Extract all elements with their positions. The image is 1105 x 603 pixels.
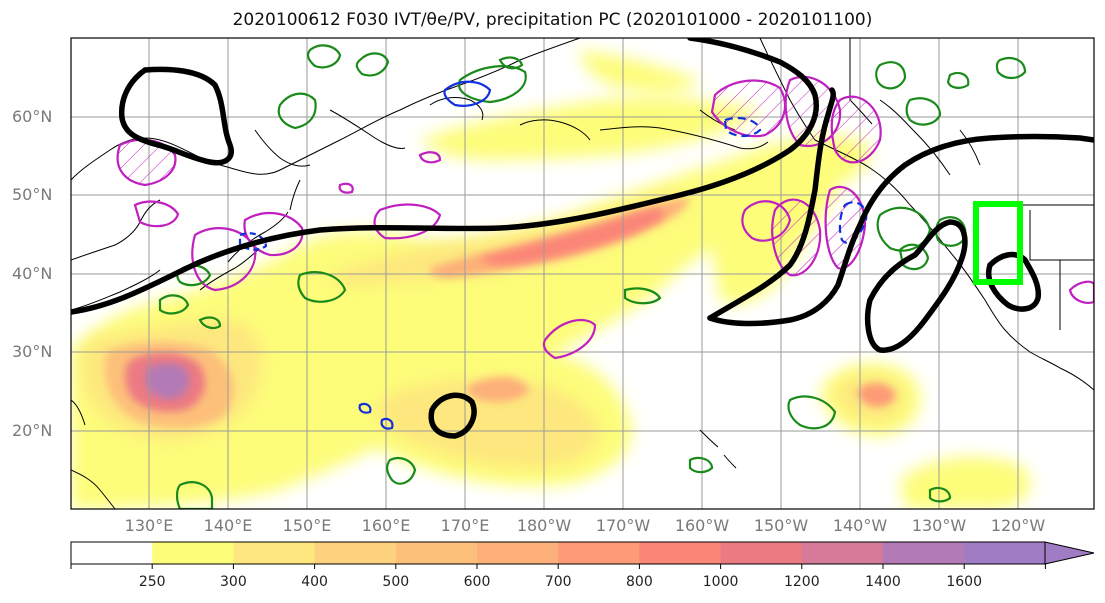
colorbar-cell bbox=[477, 542, 559, 564]
lat-label-50n: 50°N bbox=[12, 185, 53, 204]
pv-hatched-regions bbox=[116, 75, 882, 277]
colorbar-tick-label: 250 bbox=[138, 574, 166, 590]
map-frame bbox=[70, 37, 1095, 510]
colorbar-cell bbox=[314, 542, 397, 564]
colorbar-cell bbox=[558, 542, 640, 564]
colorbar-cell bbox=[152, 542, 234, 564]
colorbar-ticks bbox=[70, 564, 1046, 569]
colorbar-tick-label: 800 bbox=[626, 574, 653, 590]
lon-label-130e: 130°E bbox=[124, 516, 174, 535]
colorbar-cell bbox=[720, 542, 803, 564]
ivt-shading bbox=[71, 50, 1031, 509]
lon-label-160w: 160°W bbox=[674, 516, 730, 535]
lon-label-140w: 140°W bbox=[832, 516, 888, 535]
colorbar-cell bbox=[233, 542, 316, 564]
colorbar-cell bbox=[639, 542, 722, 564]
graticule bbox=[71, 38, 1094, 509]
colorbar-tick-label: 400 bbox=[301, 574, 328, 590]
colorbar-tick-label: 600 bbox=[463, 574, 491, 590]
lon-label-170w: 170°W bbox=[595, 516, 651, 535]
colorbar bbox=[70, 541, 1095, 569]
lat-label-60n: 60°N bbox=[12, 107, 53, 126]
colorbar-tick-label: 300 bbox=[220, 574, 247, 590]
colorbar-tick-label: 500 bbox=[382, 574, 410, 590]
colorbar-cell bbox=[395, 542, 478, 564]
theta-e-contours bbox=[71, 38, 1094, 439]
lon-label-140e: 140°E bbox=[203, 516, 253, 535]
lat-label-20n: 20°N bbox=[12, 421, 53, 440]
lon-label-130w: 130°W bbox=[911, 516, 967, 535]
colorbar-tick-label: 1600 bbox=[946, 574, 983, 590]
highlight-box bbox=[973, 201, 1023, 285]
colorbar-tick-label: 1400 bbox=[865, 574, 901, 590]
colorbar-cells bbox=[71, 542, 1046, 564]
colorbar-cell bbox=[71, 542, 153, 564]
lon-label-160e: 160°E bbox=[361, 516, 411, 535]
lat-label-40n: 40°N bbox=[12, 264, 53, 283]
colorbar-cell bbox=[964, 542, 1046, 564]
lon-label-180w: 180°W bbox=[516, 516, 572, 535]
colorbar-extend-arrow bbox=[1044, 541, 1095, 565]
colorbar-tick-label: 700 bbox=[544, 574, 572, 590]
lon-label-150e: 150°E bbox=[282, 516, 332, 535]
colorbar-cell bbox=[883, 542, 965, 564]
lon-label-150w: 150°W bbox=[753, 516, 809, 535]
lon-label-120w: 120°W bbox=[990, 516, 1046, 535]
map-title: 2020100612 F030 IVT/θe/PV, precipitation… bbox=[232, 10, 873, 30]
lon-label-170e: 170°E bbox=[440, 516, 490, 535]
precip-green-contours bbox=[158, 44, 1027, 509]
colorbar-cell bbox=[801, 542, 884, 564]
colorbar-tick-label: 1000 bbox=[702, 574, 739, 590]
colorbar-tick-label: 1200 bbox=[783, 574, 820, 590]
lat-label-30n: 30°N bbox=[12, 342, 53, 361]
